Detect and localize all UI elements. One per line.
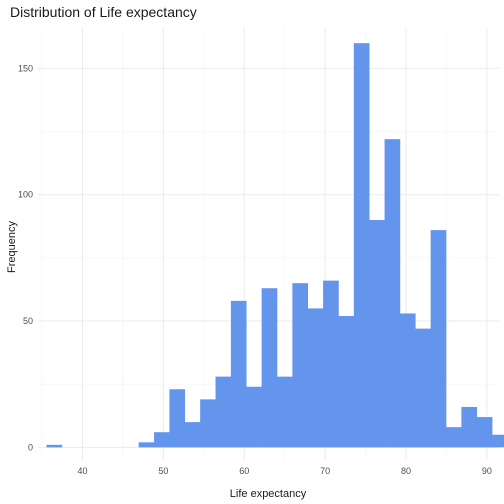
histogram-bar — [338, 316, 355, 448]
histogram-bar — [230, 300, 247, 448]
histogram-bar — [369, 220, 385, 448]
histogram-bar — [446, 427, 462, 448]
histogram-bar — [154, 432, 170, 448]
bars — [46, 43, 504, 448]
histogram-bar — [292, 283, 309, 448]
x-tick-label: 90 — [482, 466, 492, 476]
x-tick-label: 70 — [320, 466, 330, 476]
x-tick-label: 80 — [401, 466, 411, 476]
histogram-bar — [307, 308, 324, 448]
histogram-bar — [415, 328, 431, 448]
x-tick-label: 60 — [239, 466, 249, 476]
histogram-bar — [384, 139, 401, 448]
y-axis-ticks: 0 50 100 150 — [18, 63, 33, 452]
y-axis-title: Frequency — [6, 221, 18, 273]
histogram-bar — [169, 389, 186, 448]
histogram-bar — [353, 43, 370, 448]
histogram-bar — [138, 442, 155, 448]
histogram-bar — [200, 399, 216, 448]
histogram-bar — [461, 406, 478, 448]
chart-title: Distribution of Life expectancy — [10, 4, 197, 20]
histogram-bar — [46, 444, 63, 448]
x-axis-title: Life expectancy — [230, 488, 307, 500]
histogram-bar — [476, 417, 493, 448]
histogram-bar — [215, 376, 232, 448]
histogram-bar — [323, 280, 339, 448]
histogram-bar — [492, 434, 504, 448]
y-tick-label: 0 — [28, 442, 33, 452]
x-axis-ticks: 40 50 60 70 80 90 — [77, 466, 491, 476]
y-tick-label: 50 — [23, 316, 33, 326]
histogram-bar — [184, 422, 201, 448]
y-tick-label: 100 — [18, 190, 33, 200]
histogram-bar — [261, 288, 278, 448]
histogram-bar — [399, 313, 416, 448]
histogram-bar — [246, 386, 262, 448]
histogram-bar — [430, 230, 447, 448]
x-tick-label: 50 — [158, 466, 168, 476]
x-tick-label: 40 — [77, 466, 87, 476]
y-tick-label: 150 — [18, 63, 33, 73]
histogram-bar — [276, 376, 293, 448]
